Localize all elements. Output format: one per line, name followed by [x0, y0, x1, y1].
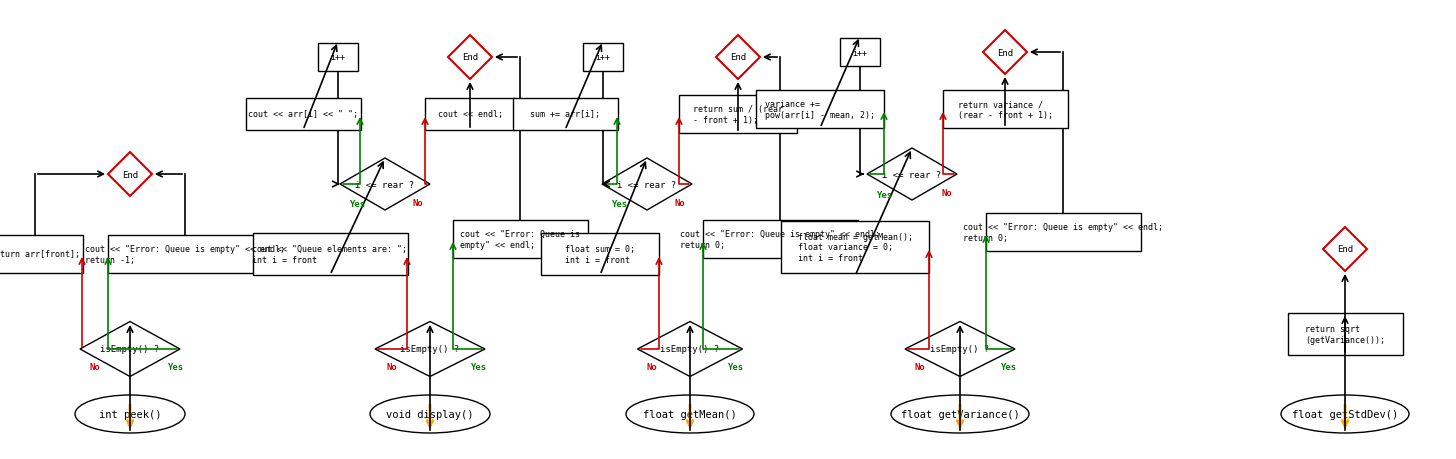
Text: No: No [646, 363, 657, 372]
Polygon shape [601, 159, 692, 211]
Text: float sum = 0;
int i = front: float sum = 0; int i = front [565, 245, 635, 264]
Polygon shape [638, 322, 743, 377]
Text: i <= rear ?: i <= rear ? [617, 180, 677, 189]
FancyBboxPatch shape [513, 99, 617, 131]
Text: Yes: Yes [349, 200, 365, 209]
Text: No: No [914, 363, 926, 372]
Text: i++: i++ [596, 53, 610, 62]
Text: cout << "Error: Queue is empty" << endl;
return 0;: cout << "Error: Queue is empty" << endl;… [680, 230, 879, 249]
Text: cout << "Error: Queue is
empty" << endl;: cout << "Error: Queue is empty" << endl; [460, 230, 579, 249]
Text: Yes: Yes [727, 363, 743, 372]
Text: No: No [90, 363, 100, 372]
Polygon shape [716, 36, 760, 80]
Text: Yes: Yes [877, 190, 893, 199]
Text: float getStdDev(): float getStdDev() [1291, 409, 1398, 419]
Text: isEmpty() ?: isEmpty() ? [400, 345, 460, 354]
FancyBboxPatch shape [317, 44, 358, 72]
Text: i <= rear ?: i <= rear ? [882, 170, 942, 179]
Text: cout << "Error: Queue is empty" << endl;
return -1;: cout << "Error: Queue is empty" << endl;… [84, 245, 285, 264]
Ellipse shape [626, 395, 754, 433]
FancyBboxPatch shape [840, 39, 879, 67]
FancyBboxPatch shape [108, 235, 262, 274]
Text: float getMean(): float getMean() [644, 409, 737, 419]
Text: isEmpty() ?: isEmpty() ? [100, 345, 160, 354]
Polygon shape [983, 31, 1026, 75]
Text: void display(): void display() [386, 409, 473, 419]
Text: Yes: Yes [612, 200, 628, 209]
Text: Yes: Yes [470, 363, 486, 372]
Text: i <= rear ?: i <= rear ? [355, 180, 415, 189]
Text: i++: i++ [331, 53, 345, 62]
Text: cout << endl;: cout << endl; [437, 110, 502, 119]
FancyBboxPatch shape [542, 234, 660, 275]
FancyBboxPatch shape [780, 222, 929, 274]
FancyBboxPatch shape [582, 44, 623, 72]
FancyBboxPatch shape [1287, 313, 1402, 355]
Text: variance +=
pow(arr[i] - mean, 2);: variance += pow(arr[i] - mean, 2); [764, 100, 875, 119]
Polygon shape [448, 36, 492, 80]
Text: cout << "Queue elements are: ";
int i = front: cout << "Queue elements are: "; int i = … [252, 245, 408, 264]
Text: End: End [729, 53, 745, 62]
Polygon shape [80, 322, 181, 377]
FancyBboxPatch shape [678, 96, 796, 134]
FancyBboxPatch shape [986, 213, 1140, 252]
Text: return sqrt
(getVariance());: return sqrt (getVariance()); [1305, 325, 1385, 344]
Text: Yes: Yes [167, 363, 183, 372]
Text: return sum / (rear
- front + 1);: return sum / (rear - front + 1); [693, 105, 783, 124]
Text: i++: i++ [853, 48, 868, 57]
FancyBboxPatch shape [942, 91, 1067, 129]
Polygon shape [1324, 228, 1367, 271]
Text: End: End [462, 53, 478, 62]
Ellipse shape [76, 395, 185, 433]
Text: No: No [674, 198, 686, 207]
Text: isEmpty() ?: isEmpty() ? [661, 345, 719, 354]
Text: Yes: Yes [1000, 363, 1016, 372]
Text: float mean = getMean();
float variance = 0;
int i = front: float mean = getMean(); float variance =… [798, 233, 913, 263]
FancyBboxPatch shape [702, 220, 858, 258]
Polygon shape [866, 149, 957, 201]
Ellipse shape [891, 395, 1029, 433]
Text: cout << "Error: Queue is empty" << endl;
return 0;: cout << "Error: Queue is empty" << endl;… [962, 223, 1163, 242]
FancyBboxPatch shape [246, 99, 361, 131]
Text: End: End [1337, 245, 1353, 254]
Text: return arr[front];: return arr[front]; [0, 250, 80, 259]
Text: No: No [412, 198, 424, 207]
Polygon shape [906, 322, 1015, 377]
FancyBboxPatch shape [0, 235, 83, 274]
Text: No: No [942, 188, 952, 197]
Ellipse shape [1281, 395, 1409, 433]
FancyBboxPatch shape [425, 99, 515, 131]
Polygon shape [376, 322, 485, 377]
Text: End: End [122, 170, 138, 179]
Text: float getVariance(): float getVariance() [901, 409, 1019, 419]
Text: sum += arr[i];: sum += arr[i]; [530, 110, 600, 119]
Text: cout << arr[i] << " ";: cout << arr[i] << " "; [248, 110, 358, 119]
Text: End: End [997, 48, 1013, 57]
FancyBboxPatch shape [453, 220, 588, 258]
Polygon shape [341, 159, 430, 211]
Ellipse shape [370, 395, 491, 433]
Text: isEmpty() ?: isEmpty() ? [930, 345, 990, 354]
FancyBboxPatch shape [252, 234, 408, 275]
Text: return variance /
(rear - front + 1);: return variance / (rear - front + 1); [958, 100, 1053, 119]
FancyBboxPatch shape [756, 91, 884, 129]
Polygon shape [108, 153, 151, 196]
Text: No: No [387, 363, 397, 372]
Text: int peek(): int peek() [99, 409, 162, 419]
